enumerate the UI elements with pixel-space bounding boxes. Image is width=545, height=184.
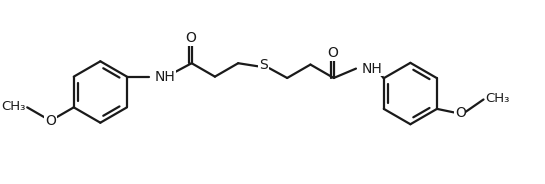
Text: O: O: [185, 31, 196, 45]
Text: O: O: [455, 106, 465, 120]
Text: NH: NH: [155, 70, 175, 84]
Text: CH₃: CH₃: [1, 100, 25, 113]
Text: CH₃: CH₃: [486, 92, 510, 105]
Text: S: S: [259, 58, 268, 72]
Text: O: O: [45, 114, 56, 128]
Text: NH: NH: [362, 62, 383, 76]
Text: O: O: [328, 46, 338, 60]
